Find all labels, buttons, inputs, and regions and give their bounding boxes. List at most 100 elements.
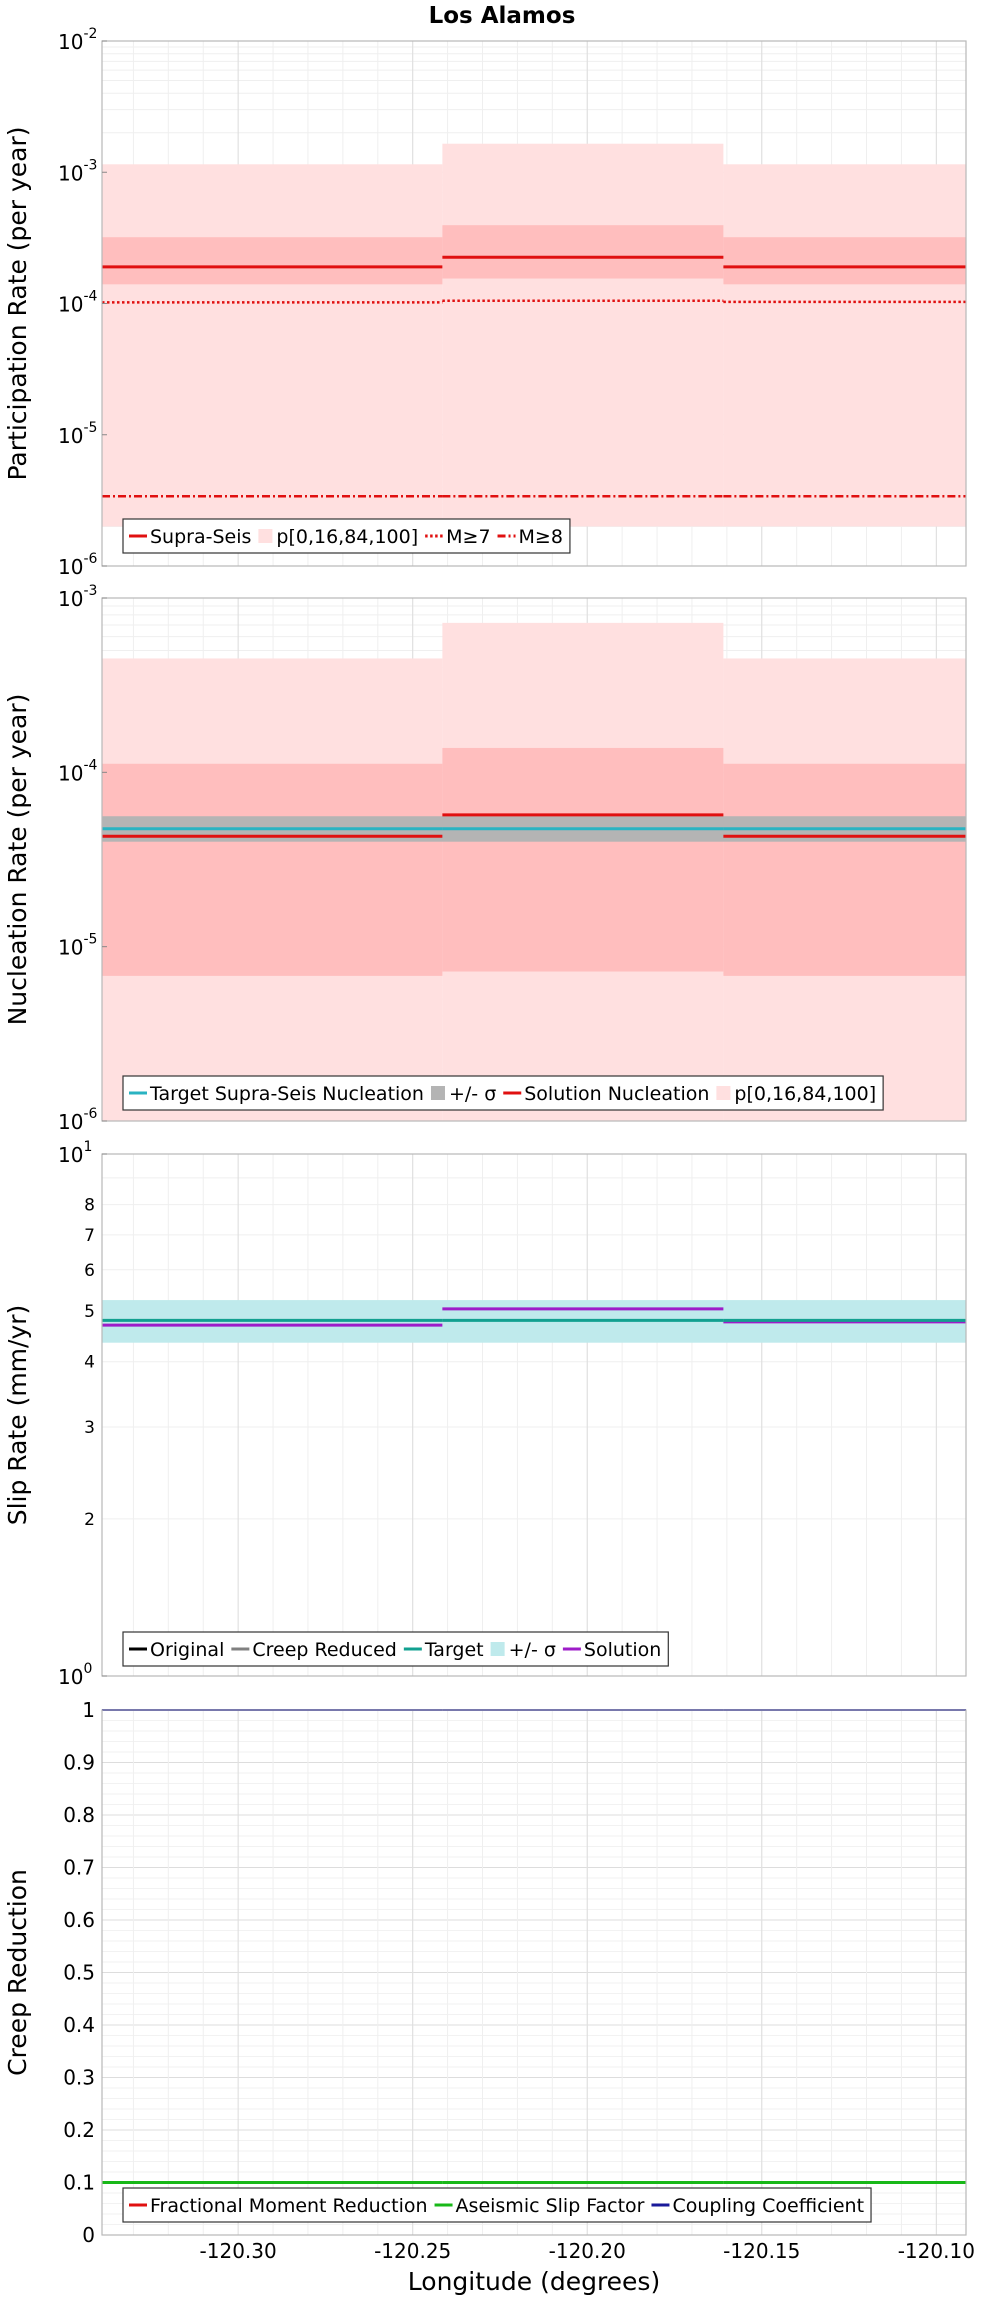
legend-label: Solution Nucleation	[524, 1083, 709, 1105]
y-tick-label: 10-3	[58, 583, 97, 611]
band-rect	[102, 237, 443, 285]
y-tick-label: 101	[58, 1139, 92, 1167]
x-axis-label: Longitude (degrees)	[408, 2267, 660, 2296]
y-minor-tick-label: 8	[84, 1196, 95, 1216]
x-tick-label: -120.30	[200, 2239, 277, 2263]
band-rect	[102, 164, 443, 527]
y-minor-tick-label: 5	[84, 1302, 95, 1322]
series-red-solid	[102, 813, 966, 838]
band-rect	[102, 763, 443, 976]
legend-item: Solution Nucleation	[503, 1083, 709, 1105]
legend-label: Aseismic Slip Factor	[456, 2195, 645, 2217]
legend-item: +/- σ	[430, 1083, 496, 1105]
y-tick-label: 10-5	[58, 932, 97, 960]
grid	[102, 1710, 966, 2235]
legend-label: Creep Reduced	[252, 1639, 396, 1661]
y-tick-label: 0.7	[63, 1856, 95, 1880]
band-mid_red	[102, 747, 966, 976]
legend-label: +/- σ	[449, 1083, 496, 1105]
legend-swatch	[258, 529, 273, 543]
y-tick-label: 0.9	[63, 1751, 95, 1775]
x-tick-label: -120.10	[898, 2239, 975, 2263]
legend-item: Target	[403, 1639, 484, 1661]
band-rect	[723, 164, 966, 527]
y-tick-label: 10-3	[58, 157, 97, 185]
legend: Original Creep Reduced Target +/- σ Solution	[122, 1631, 669, 1667]
legend-label: Target	[424, 1639, 484, 1661]
legend-item: p[0,16,84,100]	[716, 1083, 876, 1105]
x-tick-label: -120.15	[723, 2239, 800, 2263]
legend-label: Original	[150, 1639, 224, 1661]
legend-item: Aseismic Slip Factor	[434, 2195, 645, 2217]
y-axis-label: Creep Reduction	[3, 1869, 32, 2076]
y-tick-label: 0.1	[63, 2171, 95, 2195]
panel-participation: 10-6 10-5 10-4 10-3 10-2 Participation Rate (…	[3, 26, 967, 579]
y-tick-label: 0.5	[63, 1961, 95, 1985]
band-rect	[723, 763, 966, 976]
series-red-solid	[102, 255, 966, 269]
y-tick-label: 0.2	[63, 2118, 95, 2142]
y-tick-label: 0	[82, 2223, 95, 2247]
x-tick-label: -120.20	[549, 2239, 626, 2263]
legend-box	[122, 2187, 872, 2223]
y-tick-label: 0.8	[63, 1803, 95, 1827]
legend-label: Supra-Seis	[150, 526, 251, 548]
y-minor-tick-label: 4	[84, 1353, 95, 1373]
y-tick-label: 100	[58, 1661, 92, 1689]
y-tick-label: 10-6	[58, 1106, 98, 1134]
band-rect	[442, 747, 724, 972]
y-tick-label: 0.3	[63, 2066, 95, 2090]
y-tick-labels: 10-6 10-5 10-4 10-3	[58, 583, 107, 1134]
band-mid_red	[102, 225, 966, 285]
legend-item: M≥7	[425, 526, 491, 548]
plot-frame	[101, 1709, 967, 2236]
legend-label: M≥8	[519, 526, 563, 548]
y-minor-tick-label: 6	[84, 1261, 95, 1281]
legend-item: Supra-Seis	[129, 526, 251, 548]
legend-swatch	[430, 1086, 445, 1100]
y-axis-label: Slip Rate (mm/yr)	[3, 1305, 32, 1526]
band-light_red	[102, 143, 966, 527]
y-tick-labels: 100 101 2 3 4 5 6 7 8	[58, 1139, 107, 1689]
panel-slip: 100 101 2 3 4 5 6 7 8 Slip Rate (mm/yr) Original Cr…	[3, 1139, 967, 1689]
y-axis-label: Nucleation Rate (per year)	[3, 694, 32, 1026]
y-tick-label: 10-4	[58, 757, 98, 785]
legend-box	[122, 1075, 884, 1111]
y-tick-label: 1	[82, 1698, 95, 1722]
legend-label: Coupling Coefficient	[672, 2195, 864, 2217]
y-axis-label: Participation Rate (per year)	[3, 126, 32, 480]
y-minor-tick-label: 3	[84, 1418, 95, 1438]
y-tick-labels: 0 0.1 0.2 0.3 0.4 0.5 0.6 0.7 0.8 0.9 1	[63, 1698, 95, 2247]
legend-item: Solution	[562, 1639, 661, 1661]
y-tick-label: 10-5	[58, 420, 97, 448]
legend-label: p[0,16,84,100]	[276, 526, 418, 548]
y-tick-label: 10-2	[58, 26, 97, 54]
legend-swatch	[490, 1642, 505, 1656]
y-minor-tick-label: 2	[84, 1510, 95, 1530]
legend-label: Target Supra-Seis Nucleation	[149, 1083, 424, 1105]
legend-label: Solution	[584, 1639, 661, 1661]
series-red-dotted	[102, 299, 966, 304]
legend-item: Original	[129, 1639, 224, 1661]
y-tick-label: 0.4	[63, 2013, 95, 2037]
y-tick-label: 0.6	[63, 1908, 95, 1932]
legend: Target Supra-Seis Nucleation +/- σ Solutio…	[122, 1075, 884, 1111]
legend: Supra-Seis p[0,16,84,100] M≥7 M≥8	[122, 518, 571, 554]
legend-label: M≥7	[446, 526, 490, 548]
legend-swatch	[716, 1086, 731, 1100]
y-tick-label: 10-4	[58, 289, 98, 317]
legend-item: +/- σ	[490, 1639, 556, 1661]
legend-item: M≥8	[497, 526, 563, 548]
legend-item: Fractional Moment Reduction	[129, 2195, 428, 2217]
band-rect	[442, 225, 724, 279]
plot-frame	[101, 597, 967, 1122]
x-tick-label: -120.25	[374, 2239, 451, 2263]
x-tick-labels: -120.30 -120.25 -120.20 -120.15 -120.10	[200, 2239, 975, 2263]
legend-label: +/- σ	[509, 1639, 556, 1661]
legend-item: p[0,16,84,100]	[258, 526, 418, 548]
plot-frame	[101, 1153, 967, 1677]
legend-label: p[0,16,84,100]	[734, 1083, 876, 1105]
y-tick-labels: 10-6 10-5 10-4 10-3 10-2	[58, 26, 107, 579]
y-tick-label: 10-6	[58, 551, 98, 579]
